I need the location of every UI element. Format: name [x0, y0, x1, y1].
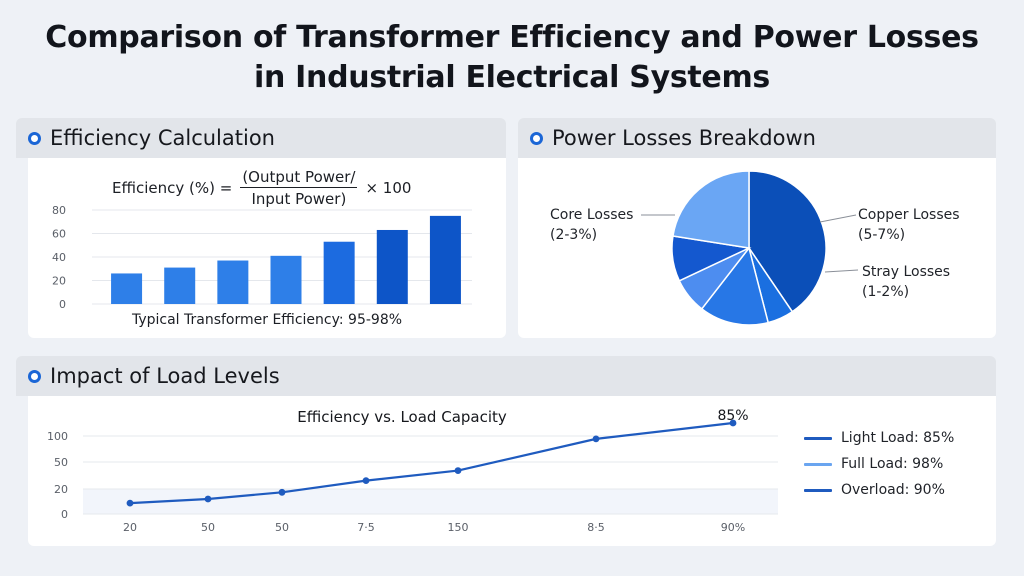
data-point	[592, 435, 600, 443]
legend-item-light-load: Light Load: 85%	[804, 425, 954, 451]
bullet-icon	[28, 369, 41, 383]
pie-label-core-range: (2-3%)	[550, 227, 598, 243]
x-tick-label: 50	[201, 521, 215, 534]
data-point	[362, 477, 370, 485]
y-tick-label: 20	[52, 275, 66, 288]
shaded-band	[83, 489, 778, 514]
pie-label-core: Core Losses (2-3%)	[550, 205, 633, 245]
bar	[429, 215, 461, 304]
load-legend: Light Load: 85% Full Load: 98% Overload:…	[804, 425, 954, 503]
efficiency-caption: Typical Transformer Efficiency: 95-98%	[131, 312, 403, 328]
load-line-chart: 0 20 50 100 20 50 50 7·5 150 8·5 90% Efficiency vs.…	[47, 408, 778, 534]
x-tick-label: 50	[275, 521, 289, 534]
page-title: Comparison of Transformer Efficiency and…	[0, 18, 1024, 98]
data-point	[729, 419, 737, 427]
legend-swatch	[804, 462, 832, 466]
data-point	[204, 495, 212, 503]
load-panel	[28, 396, 996, 546]
bullet-icon	[530, 131, 543, 145]
x-tick-label: 8·5	[587, 521, 605, 534]
x-tick-label: 90%	[721, 521, 745, 534]
bar	[164, 267, 196, 304]
formula-fraction: (Output Power/ Input Power)	[240, 168, 358, 208]
x-tick-label: 150	[448, 521, 469, 534]
y-tick-label: 80	[52, 204, 66, 217]
y-tick-label: 100	[47, 430, 68, 443]
y-tick-label: 60	[52, 228, 66, 241]
bar	[376, 229, 408, 304]
peak-data-label: 85%	[717, 408, 748, 424]
pie-label-stray: Stray Losses (1-2%)	[862, 262, 950, 302]
bullet-icon	[28, 131, 41, 145]
formula-multiplier: × 100	[365, 179, 412, 197]
formula-lhs: Efficiency (%) =	[112, 179, 233, 197]
y-tick-label: 50	[54, 456, 68, 469]
losses-section-title: Power Losses Breakdown	[552, 126, 816, 150]
legend-label: Light Load: 85%	[841, 430, 955, 446]
bar	[217, 260, 249, 304]
legend-item-full-load: Full Load: 98%	[804, 451, 954, 477]
x-tick-label: 20	[123, 521, 137, 534]
data-point	[454, 467, 462, 474]
bar	[111, 273, 143, 304]
pie-slice	[700, 246, 770, 326]
data-point	[278, 488, 286, 496]
efficiency-formula: Efficiency (%) = (Output Power/ Input Po…	[112, 166, 411, 210]
bar	[270, 255, 302, 304]
chart-title: Efficiency vs. Load Capacity	[297, 408, 507, 426]
efficiency-bar-chart: 0 20 40 60 80	[52, 204, 472, 311]
leader-line	[819, 214, 857, 223]
legend-item-overload: Overload: 90%	[804, 477, 954, 503]
formula-denominator: Input Power)	[251, 190, 347, 208]
data-point	[126, 499, 134, 507]
losses-pie-chart	[641, 170, 859, 326]
efficiency-section-header: Efficiency Calculation	[16, 118, 506, 158]
efficiency-section-title: Efficiency Calculation	[50, 126, 275, 150]
bar	[323, 241, 355, 304]
y-tick-label: 0	[61, 508, 68, 521]
pie-label-stray-range: (1-2%)	[862, 284, 910, 300]
pie-label-core-name: Core Losses	[550, 207, 634, 223]
y-tick-label: 40	[52, 251, 66, 264]
legend-swatch	[804, 488, 832, 492]
load-section-title: Impact of Load Levels	[50, 364, 280, 388]
legend-label: Overload: 90%	[841, 482, 945, 498]
page-title-line2: in Industrial Electrical Systems	[254, 60, 770, 95]
pie-slice	[672, 170, 750, 249]
page-title-line1: Comparison of Transformer Efficiency and…	[45, 20, 979, 55]
formula-numerator: (Output Power/	[240, 168, 358, 188]
pie-label-copper-name: Copper Losses	[858, 207, 960, 223]
load-section-header: Impact of Load Levels	[16, 356, 996, 396]
leader-line	[824, 269, 859, 273]
pie-slice	[748, 170, 827, 313]
pie-label-stray-name: Stray Losses	[862, 264, 951, 280]
y-tick-label: 20	[54, 483, 68, 496]
y-tick-label: 0	[59, 298, 66, 311]
pie-label-copper-range: (5-7%)	[858, 227, 906, 243]
pie-label-copper: Copper Losses (5-7%)	[858, 205, 960, 245]
efficiency-panel	[28, 158, 506, 338]
legend-label: Full Load: 98%	[841, 456, 944, 472]
legend-swatch	[804, 436, 832, 440]
losses-section-header: Power Losses Breakdown	[518, 118, 996, 158]
x-tick-label: 7·5	[357, 521, 375, 534]
